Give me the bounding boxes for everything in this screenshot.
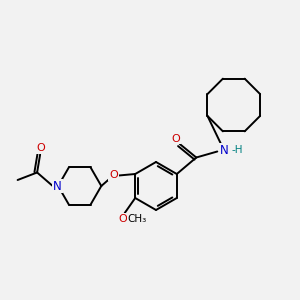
- Text: N: N: [53, 179, 62, 193]
- Text: O: O: [109, 170, 118, 181]
- Text: O: O: [119, 214, 128, 224]
- Text: N: N: [220, 143, 228, 157]
- Text: O: O: [36, 143, 45, 153]
- Text: CH₃: CH₃: [128, 214, 147, 224]
- Text: -H: -H: [231, 145, 242, 155]
- Text: O: O: [172, 134, 181, 144]
